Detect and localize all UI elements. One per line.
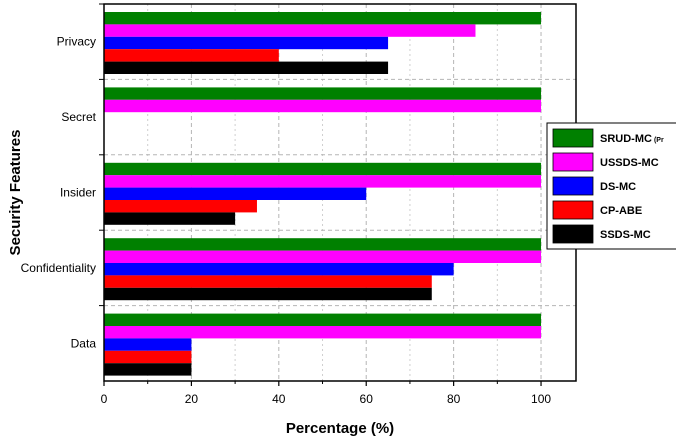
bar-cp-abe-confidentiality	[104, 275, 432, 288]
bar-ssds-mc-data	[104, 363, 192, 376]
bar-ussds-mc-data	[104, 326, 542, 339]
bar-cp-abe-data	[104, 350, 192, 364]
legend-label: SRUD-MC (Pr	[600, 133, 664, 145]
bar-srud-mc-confidentiality	[104, 238, 542, 251]
bar-srud-mc-data	[104, 313, 542, 326]
bar-ussds-mc-secret	[104, 99, 542, 113]
bar-srud-mc-secret	[104, 87, 542, 100]
bar-srud-mc-insider	[104, 162, 542, 176]
bar-ssds-mc-privacy	[104, 61, 389, 74]
bars	[104, 12, 542, 376]
bar-ssds-mc-insider	[104, 212, 236, 225]
legend-swatch	[552, 152, 594, 172]
legend-label: USSDS-MC	[600, 157, 659, 169]
legend-label: DS-MC	[600, 181, 636, 193]
legend-swatch	[552, 200, 594, 220]
legend-swatch	[552, 128, 594, 148]
x-tick-label: 100	[531, 392, 551, 406]
bar-ussds-mc-confidentiality	[104, 250, 542, 263]
bar-cp-abe-insider	[104, 200, 257, 213]
bar-srud-mc-privacy	[104, 12, 542, 25]
x-axis-title: Percentage (%)	[286, 420, 394, 437]
legend-label: SSDS-MC	[600, 229, 651, 241]
bar-ds-mc-data	[104, 338, 192, 351]
y-axis-title: Security Features	[7, 130, 24, 256]
x-tick-label: 0	[101, 392, 108, 406]
legend-swatch	[552, 224, 594, 244]
y-axis-ticks: Privacy Secret Insider Confidentiality Data	[21, 3, 104, 350]
bar-ds-mc-confidentiality	[104, 263, 454, 276]
y-tick-label: Secret	[61, 110, 96, 124]
bar-ussds-mc-privacy	[104, 24, 476, 37]
bar-cp-abe-privacy	[104, 49, 279, 62]
grid-lines	[104, 4, 576, 381]
bar-ussds-mc-insider	[104, 175, 542, 188]
y-tick-label: Insider	[60, 186, 96, 200]
legend-swatch	[552, 176, 594, 196]
y-tick-label: Privacy	[57, 35, 96, 49]
y-tick-label: Confidentiality	[21, 261, 96, 275]
x-axis-ticks: 0 20 40 60 80 100	[101, 381, 551, 406]
bar-ds-mc-privacy	[104, 36, 389, 50]
x-tick-label: 20	[185, 392, 199, 406]
x-tick-label: 40	[272, 392, 286, 406]
legend-label: CP-ABE	[600, 205, 642, 217]
legend: SRUD-MC (Pr USSDS-MC DS-MC CP-ABE SSDS-MC	[546, 122, 676, 250]
bar-ssds-mc-confidentiality	[104, 287, 432, 301]
x-tick-label: 60	[360, 392, 374, 406]
y-tick-label: Data	[71, 336, 97, 350]
x-tick-label: 80	[447, 392, 461, 406]
bar-ds-mc-insider	[104, 187, 367, 200]
